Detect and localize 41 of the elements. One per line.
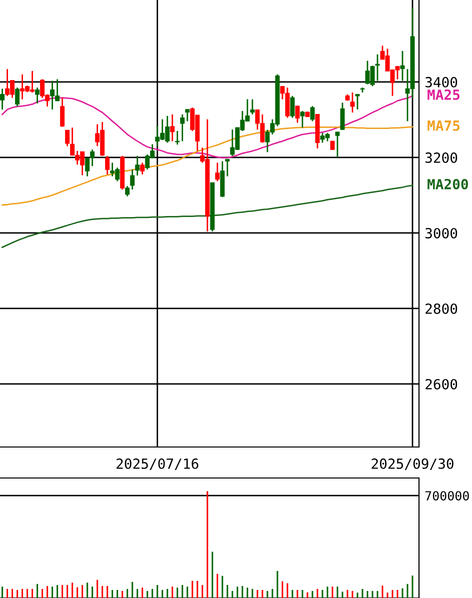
line-series bbox=[2, 184, 414, 248]
line-series bbox=[2, 95, 414, 159]
y-tick-label: 3400 bbox=[425, 76, 458, 88]
candlestick bbox=[400, 50, 405, 82]
candlestick bbox=[300, 110, 305, 128]
candlestick bbox=[125, 185, 130, 198]
candlestick bbox=[335, 131, 340, 158]
candlestick bbox=[35, 86, 40, 104]
candlestick bbox=[295, 105, 300, 124]
candlestick bbox=[175, 130, 180, 146]
series-label: MA75 bbox=[428, 120, 460, 131]
y-tick-label: 700000 bbox=[425, 491, 469, 501]
candlestick bbox=[170, 114, 175, 142]
candlestick bbox=[15, 86, 20, 108]
candlestick bbox=[90, 148, 95, 167]
candlestick bbox=[355, 93, 360, 110]
y-tick-label: 2600 bbox=[426, 378, 458, 390]
x-tick-label: 2025/07/16 bbox=[116, 458, 198, 470]
candlestick bbox=[350, 92, 355, 114]
candlestick bbox=[185, 108, 190, 122]
candlestick bbox=[215, 162, 220, 182]
candlestick bbox=[65, 130, 70, 147]
series-label: MA200 bbox=[428, 178, 468, 190]
candlestick bbox=[135, 155, 140, 176]
y-tick-label: 2800 bbox=[426, 303, 458, 314]
candlestick bbox=[310, 105, 315, 122]
candlestick bbox=[250, 98, 255, 116]
y-tick-label: 3000 bbox=[425, 228, 458, 238]
candlestick bbox=[85, 157, 90, 178]
candlestick bbox=[225, 158, 230, 178]
series-label: MA25 bbox=[428, 89, 460, 100]
candlestick bbox=[130, 168, 135, 190]
candlestick bbox=[105, 155, 110, 176]
candlestick bbox=[290, 95, 295, 118]
x-tick-label: 2025/09/30 bbox=[372, 458, 454, 470]
candlestick bbox=[60, 97, 65, 128]
y-tick-label: 3200 bbox=[425, 152, 458, 163]
candlestick bbox=[0, 88, 5, 110]
candlestick bbox=[340, 102, 345, 131]
candlestick bbox=[140, 162, 145, 176]
candlestick bbox=[180, 114, 185, 142]
